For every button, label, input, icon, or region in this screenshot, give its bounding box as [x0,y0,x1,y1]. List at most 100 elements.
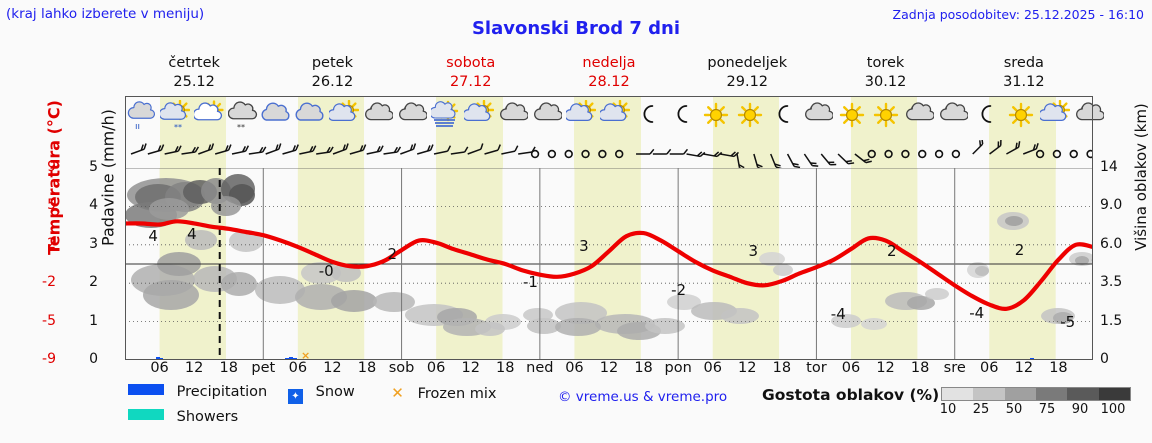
moon-icon [769,100,799,134]
sun-cloud-icon [462,99,495,134]
wind-barbs [130,140,1093,168]
weather-icon-row: ıı ** ** [125,96,1105,140]
showers-swatch [128,409,164,420]
daylight-band-4 [574,140,641,168]
temp-tick: 2 [47,235,56,252]
cloud-density-step-label: 100 [1100,402,1126,417]
moon-cloud-rain-icon: ıı [126,100,156,134]
day-header-5: ponedeljek 29.12 [678,54,816,92]
legend-showers: Showers [128,409,238,425]
temperature-value-label: -4 [969,303,985,322]
temperature-value-label: -5 [1060,313,1076,332]
temperature-value-label: 4 [187,225,197,244]
temperature-value-label: -0 [318,262,334,281]
legend-showers-label: Showers [176,409,239,425]
cloud-density-step-label: 75 [1038,402,1056,417]
time-tick-label: 12 [738,360,757,376]
wind-barb-row [125,140,1093,168]
time-tick-label: 18 [772,360,792,376]
chart-plot-area: × 4 4 -0 2 -1 3 -2 3 -4 2 -4 2 -5 1 [125,168,1093,360]
cloud-density-step [1004,388,1036,400]
moon-cloud-icon [904,100,936,134]
time-tick-label: 06 [841,360,861,376]
temp-tick: -2 [42,274,56,291]
cloud-density-step-label: 90 [1071,402,1089,417]
credit-link[interactable]: © vreme.us & vreme.pro [558,389,728,405]
cloud-density-step-label: 50 [1005,402,1023,417]
day-date: 27.12 [449,74,492,90]
location-menu-note: (kraj lahko izberete v meniju) [6,6,205,22]
time-tick-label: 06 [980,360,999,376]
prec-tick: 2 [89,274,98,291]
time-tick-label: 12 [876,360,895,376]
day-header-1: četrtek 25.12 [125,54,263,92]
temp-tick: -5 [42,312,56,329]
cloud-icon [295,100,325,134]
time-tick-label: tor [806,360,827,376]
day-header-2: petek 26.12 [263,54,401,92]
cloud-tick: 6.0 [1100,235,1123,252]
time-tick-label: 06 [150,360,169,376]
time-tick-label: 12 [184,360,204,376]
svg-text:×: × [301,349,310,360]
moon-cloud-icon [803,100,834,134]
cloud-snow-icon: ** [227,100,258,134]
cloud-density-colorbar-labels: 10 25 50 75 90 100 [936,402,1136,420]
prec-tick: 5 [89,159,98,175]
time-tick-label: 18 [219,360,238,376]
legend-snow-label: Snow [315,384,355,400]
chart-frame [125,96,1093,360]
cloud-tick: 0 [1100,351,1109,367]
prec-tick: 1 [89,312,98,329]
temperature-axis-ticks: 9 5 2 -2 -5 -9 [22,159,56,367]
sun-cloud-icon [1038,99,1071,134]
time-tick-label: sob [388,360,415,376]
cloud-tick: 14 [1100,159,1118,175]
time-tick-label: 18 [1049,360,1068,376]
prec-tick: 3 [89,235,98,252]
time-tick-label: 06 [565,360,584,376]
time-tick-label: 18 [910,360,930,376]
day-name: petek [311,55,353,71]
day-header-4: nedelja 28.12 [540,54,678,92]
moon-cloud-icon [938,100,970,134]
day-date: 30.12 [864,74,907,90]
time-tick-label: 06 [703,360,722,376]
sun-fog-icon [428,100,461,134]
sun-cloud-icon [327,99,360,134]
day-name: nedelja [582,55,636,71]
cloud-density-step [942,388,974,400]
cloud-density-legend-title: Gostota oblakov (%) [762,386,940,404]
cloud-density-colorbar [941,387,1131,401]
moon-cloud-icon [532,100,563,134]
temperature-value-label: 1 [1090,256,1093,274]
day-date: 29.12 [726,74,769,90]
moon-icon [668,100,698,134]
cloud-density-step [1035,388,1068,400]
sun-icon [1006,100,1036,134]
cloud-tick: 9.0 [1100,197,1123,214]
daylight-band-1 [159,140,226,168]
sun-cloud-snow-icon: ** [158,99,191,134]
last-updated-label: Zadnja posodobitev: 25.12.2025 - 16:10 [892,7,1144,22]
cloud-density-step-label: 10 [939,402,957,417]
moon-cloud-icon [397,100,428,134]
cloud-density-field [125,174,1093,340]
legend-frozen-mix: ✕ Frozen mix [390,384,496,402]
time-tick-label: 06 [288,360,308,376]
cloud-density-step [973,388,1005,400]
moon-cloud-icon [498,100,530,134]
day-header-3: sobota 27.12 [402,54,540,92]
sun-icon [837,100,867,134]
sun-icon [701,100,731,134]
cloud-sun-icon [192,100,224,134]
temperature-value-label: 2 [1014,241,1025,260]
cloud-density-step [1067,388,1099,400]
time-tick-label: pon [664,360,692,376]
legend-snow: ✦ Snow [288,384,355,404]
temperature-value-label: -1 [522,272,538,291]
moon-cloud-icon [363,100,394,134]
precipitation-swatch [128,384,164,395]
temp-tick: -9 [42,351,56,367]
cloud-density-step-label: 25 [972,402,990,417]
